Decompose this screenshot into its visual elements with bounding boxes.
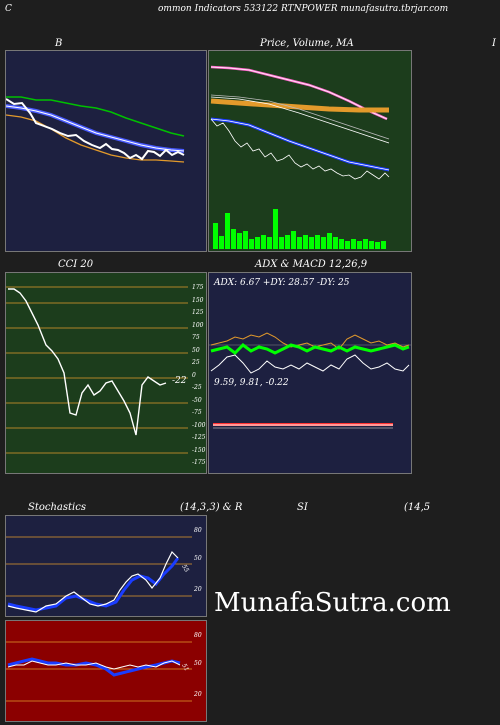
rsi-chart: 51 80 50 20 [6,632,202,702]
cci-label: CCI 20 [58,259,94,270]
rsi-line [7,660,181,670]
adx-macd-chart: ADX: 6.67 +DY: 28.57 -DY: 25 9.59, 9.81,… [209,278,411,429]
cci-tick: 150 [192,297,204,304]
stochastics-gridlines [6,536,192,597]
ma-pink-core [210,66,388,120]
cci-tick: 100 [192,322,204,329]
cci-gridlines [6,286,188,454]
cci-tick: 0 [192,372,196,379]
adx-macd-panel: ADX: 6.67 +DY: 28.57 -DY: 25 9.59, 9.81,… [208,272,412,474]
price-ma-label: Price, Volume, MA [260,38,354,49]
ma-blue-core [210,118,390,171]
ma-orange [210,98,389,113]
cci-tick: 25 [191,359,200,366]
price-right-char: I [492,38,496,49]
stochastics-label: Stochastics [28,502,86,513]
cci-tick: -175 [192,459,206,466]
stochastics-chart: 55 80 50 20 [6,527,202,613]
lower-band [6,114,185,163]
cci-axis: 175 150 125 100 75 50 25 0 -25 -50 -75 -… [191,284,206,466]
adx-line [210,354,410,374]
bollinger-label: B [55,38,63,49]
stoch-tick: 20 [193,586,202,593]
price-ma-panel [208,50,412,252]
ma-gray [210,94,390,140]
adx-macd-label: ADX & MACD 12,26,9 [255,259,368,270]
plus-di-line [210,332,410,350]
adx-readout: ADX: 6.67 +DY: 28.57 -DY: 25 [213,278,350,288]
cci-tick: 175 [192,284,204,291]
rsi-panel: 51 80 50 20 [5,620,207,722]
macd-readout: 9.59, 9.81, -0.22 [214,378,289,388]
cci-tick: -150 [192,447,206,454]
rsi-tick: 50 [194,660,202,667]
cci-tick: -50 [192,397,202,404]
stochastics-panel: 55 80 50 20 [5,515,207,617]
cci-line [8,288,167,436]
minus-di-line [210,343,410,355]
cci-tick: -100 [192,422,206,429]
upper-band [6,96,185,137]
stoch-value: 55 [180,564,190,574]
stochastics-params-label: (14,3,3) & R [180,502,243,513]
middle-band-core [6,105,185,152]
price-line [6,98,185,161]
bollinger-chart [6,96,185,163]
cci-panel: 175 150 125 100 75 50 25 0 -25 -50 -75 -… [5,272,207,474]
cci-tick: 50 [192,347,200,354]
rsi-value: 51 [180,663,190,673]
rsi-params-label: (14,5 [404,502,431,513]
stoch-k-line [7,550,179,613]
rsi-smooth-line [7,657,181,677]
price-ma-chart [210,65,390,249]
cci-tick: 75 [192,334,200,341]
price-line [210,118,390,180]
ma-white [210,96,390,144]
rsi-tick: 80 [194,632,202,639]
stoch-tick: 80 [194,527,202,534]
cci-tick: 125 [192,309,204,316]
stoch-d-line [7,557,180,612]
page-title: ommon Indicators 533122 RTNPOWER munafas… [158,4,449,14]
watermark: MunafaSutra.com [214,588,451,618]
bollinger-panel [5,50,207,252]
cci-value: -22 [172,376,187,386]
cci-tick: -125 [192,434,206,441]
rsi-tick: 20 [193,691,202,698]
volume-bars [213,209,386,249]
rsi-label: SI [297,502,308,513]
stoch-tick: 50 [194,555,202,562]
rsi-gridlines [6,641,192,702]
cci-chart: 175 150 125 100 75 50 25 0 -25 -50 -75 -… [6,284,206,466]
cci-tick: -25 [192,384,202,391]
cci-tick: -75 [192,409,202,416]
left-char: C [5,4,12,14]
